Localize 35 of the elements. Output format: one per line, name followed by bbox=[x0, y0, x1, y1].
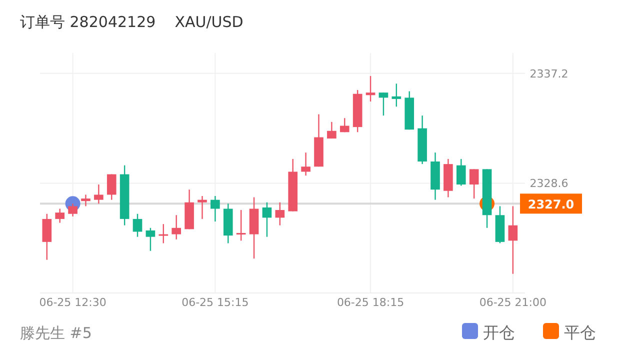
candlestick bbox=[132, 213, 142, 238]
candlestick bbox=[94, 184, 104, 204]
legend-label: 平仓 bbox=[564, 323, 596, 342]
candlestick bbox=[158, 223, 168, 244]
candlestick bbox=[366, 75, 376, 102]
candlestick bbox=[275, 202, 285, 226]
legend-label: 开仓 bbox=[483, 323, 515, 342]
candlestick bbox=[378, 92, 388, 116]
candlestick bbox=[508, 206, 518, 274]
candlestick bbox=[55, 208, 65, 224]
candlestick bbox=[146, 227, 156, 252]
candlestick bbox=[340, 118, 350, 133]
candlestick bbox=[236, 209, 246, 242]
candlestick bbox=[456, 158, 466, 186]
ref-line-label: 2327.0 bbox=[528, 198, 574, 212]
candlestick bbox=[106, 174, 116, 200]
x-tick-label: 06-25 15:15 bbox=[182, 296, 249, 309]
chart-title: 订单号 282042129 XAU/USD bbox=[20, 13, 244, 31]
x-tick-label: 06-25 18:15 bbox=[336, 296, 404, 309]
candlestick bbox=[81, 194, 90, 207]
candlestick bbox=[198, 195, 207, 220]
candlestick bbox=[68, 203, 78, 218]
y-tick-label: 2328.6 bbox=[530, 177, 568, 190]
candlestick bbox=[210, 195, 220, 222]
candlestick bbox=[42, 213, 52, 260]
candlestick bbox=[392, 83, 402, 108]
x-tick-label: 06-25 21:00 bbox=[479, 296, 547, 309]
text: 滕先生 #5 bbox=[20, 324, 92, 342]
candlestick bbox=[327, 121, 336, 140]
candlestick bbox=[262, 202, 272, 238]
y-tick-label: 2337.2 bbox=[530, 67, 568, 80]
x-tick-label: 06-25 12:30 bbox=[39, 296, 106, 309]
candlestick bbox=[301, 152, 310, 176]
candlestick bbox=[172, 214, 182, 240]
candlestick bbox=[469, 168, 479, 200]
